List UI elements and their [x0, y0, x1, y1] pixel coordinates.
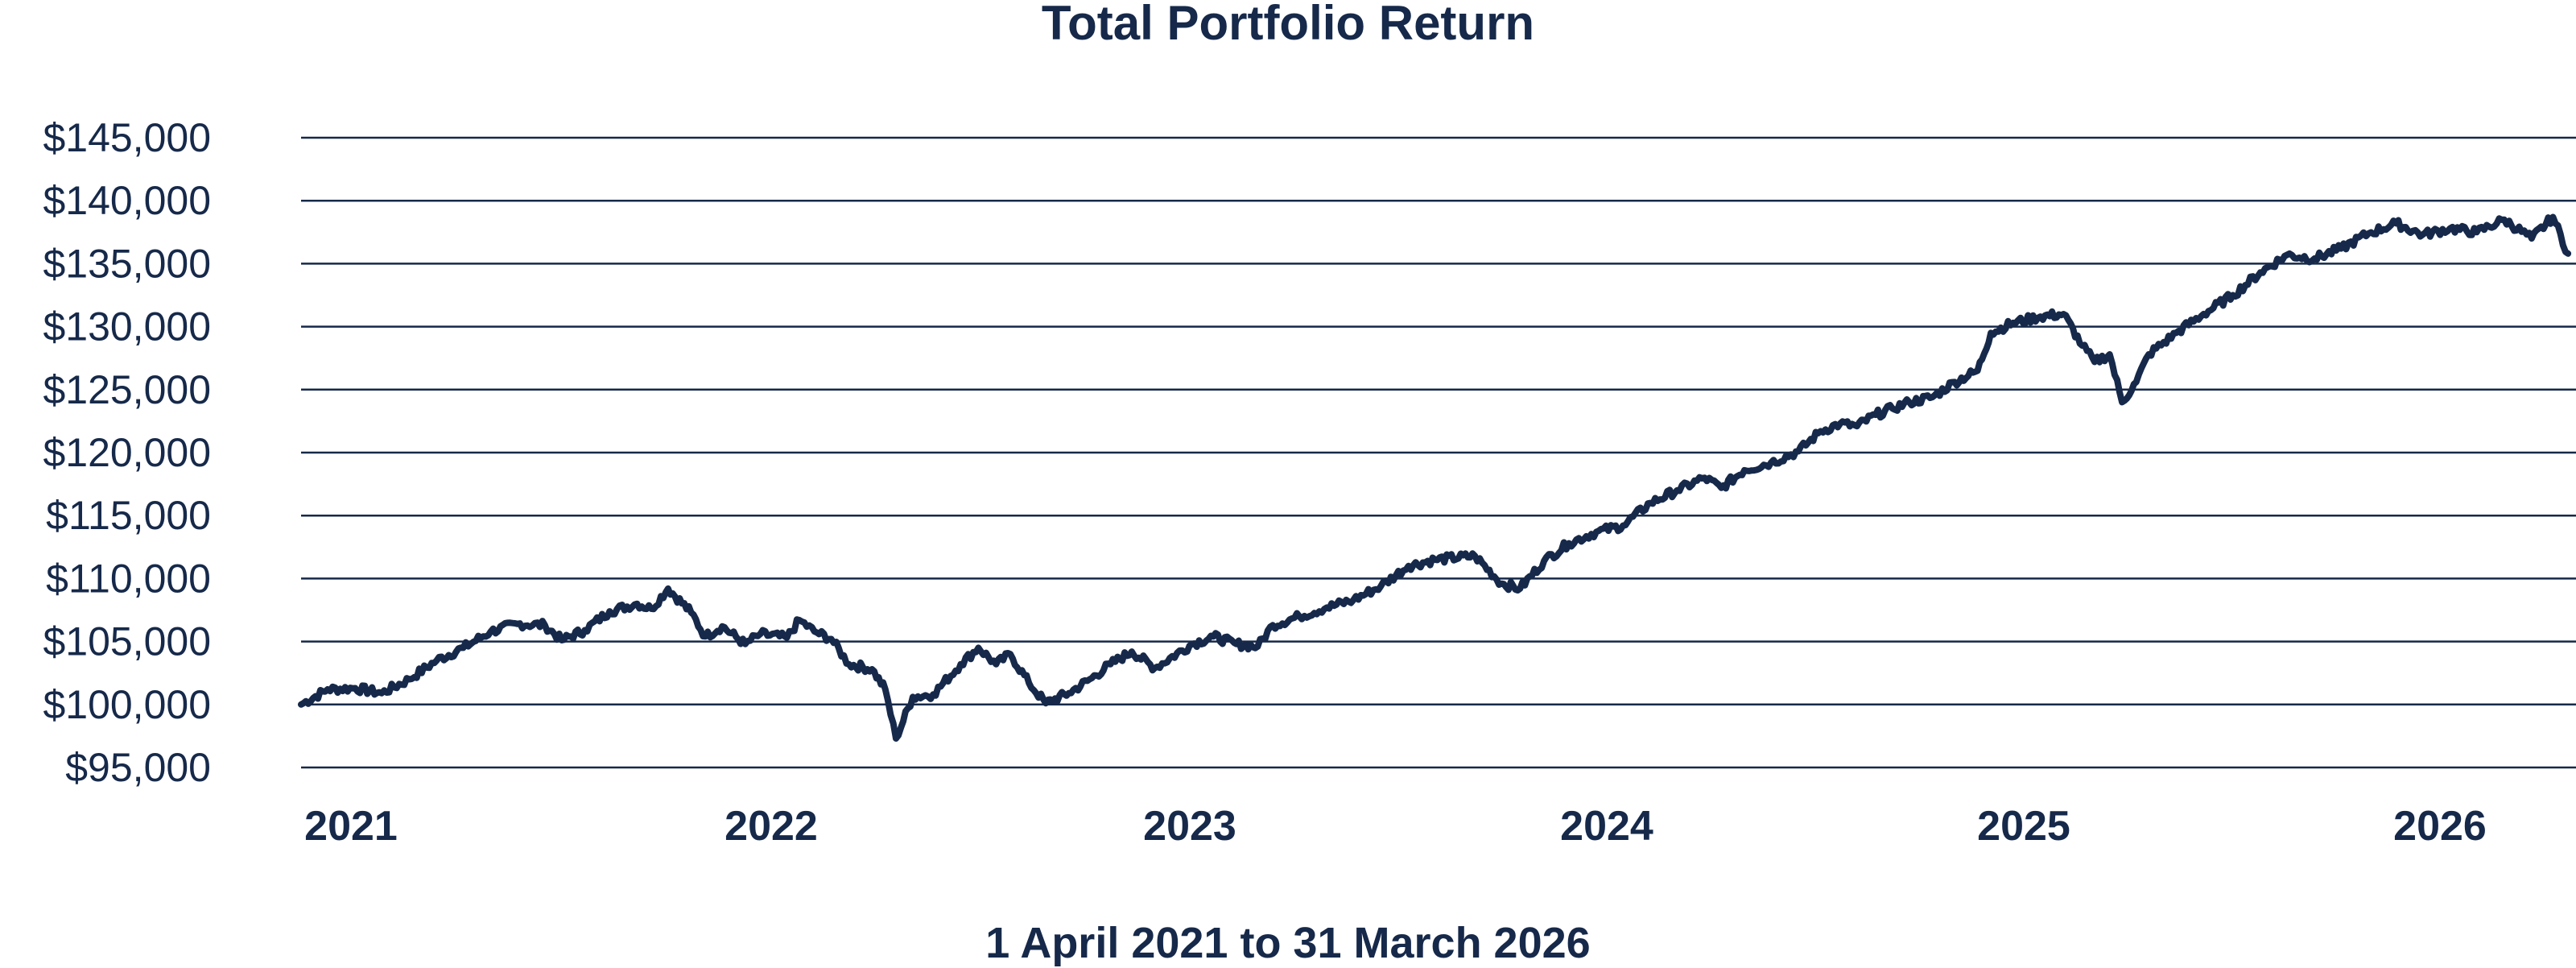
x-axis-ticks: 2021 2022 2023 2024 2025 2026 [304, 803, 2487, 850]
x-tick-label: 2024 [1560, 803, 1653, 850]
y-tick-label: $120,000 [43, 430, 211, 475]
y-tick-label: $110,000 [46, 556, 211, 601]
y-tick-label: $135,000 [43, 241, 211, 286]
y-tick-label: $105,000 [43, 619, 211, 664]
y-tick-label: $115,000 [46, 493, 211, 538]
x-tick-label: 2026 [2393, 803, 2487, 850]
series-line [298, 213, 2572, 742]
y-tick-label: $145,000 [43, 115, 211, 160]
y-tick-label: $140,000 [43, 178, 211, 223]
x-tick-label: 2022 [724, 803, 818, 850]
series-group [298, 213, 2572, 742]
gridlines [301, 136, 2576, 769]
y-tick-label: $100,000 [43, 682, 211, 727]
x-tick-label: 2023 [1143, 803, 1236, 850]
y-tick-label: $95,000 [65, 745, 211, 790]
y-tick-label: $130,000 [43, 304, 211, 350]
x-tick-label: 2025 [1977, 803, 2070, 850]
y-tick-label: $125,000 [43, 367, 211, 412]
chart-title: Total Portfolio Return [1041, 0, 1535, 50]
x-axis-label: 1 April 2021 to 31 March 2026 [985, 919, 1591, 967]
x-tick-label: 2021 [304, 803, 398, 850]
y-axis-ticks: $95,000 $100,000 $105,000 $110,000 $115,000 $… [43, 115, 211, 790]
